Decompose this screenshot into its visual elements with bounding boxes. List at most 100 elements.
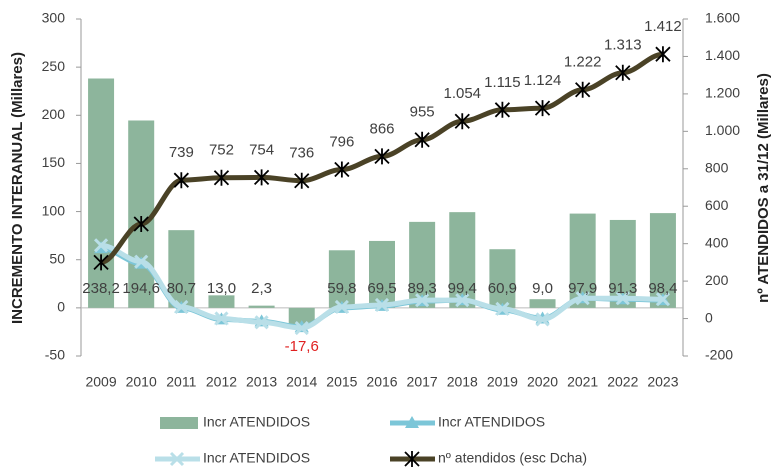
data-label: 1.222 bbox=[564, 54, 602, 71]
y2-tick-label: 1.600 bbox=[705, 10, 740, 26]
point bbox=[334, 161, 350, 178]
legend-label: Incr ATENDIDOS bbox=[203, 414, 310, 430]
data-label: 99,4 bbox=[448, 280, 477, 297]
point bbox=[253, 169, 270, 186]
legend-label: nº atendidos (esc Dcha) bbox=[438, 450, 587, 466]
data-label: 194,6 bbox=[122, 280, 160, 297]
point bbox=[655, 292, 670, 307]
y2-tick-label: 400 bbox=[705, 234, 729, 250]
point bbox=[174, 299, 189, 314]
bar bbox=[168, 230, 195, 308]
point bbox=[655, 46, 671, 63]
data-label: 1.115 bbox=[484, 74, 520, 91]
x-tick-label: 2009 bbox=[85, 374, 116, 390]
data-label: 955 bbox=[410, 104, 435, 121]
bar bbox=[128, 120, 155, 308]
y-tick-label: 0 bbox=[57, 299, 65, 315]
data-label: 91,3 bbox=[608, 280, 637, 297]
data-label: 13,0 bbox=[207, 280, 236, 297]
bar bbox=[409, 221, 436, 308]
x-tick-label: 2021 bbox=[567, 374, 598, 390]
x-tick-label: 2023 bbox=[647, 374, 678, 390]
legend-marker bbox=[405, 416, 419, 428]
x-tick-label: 2022 bbox=[607, 374, 638, 390]
point bbox=[213, 169, 230, 186]
data-label: 89,3 bbox=[408, 280, 437, 297]
point bbox=[495, 301, 510, 316]
data-label: 1.124 bbox=[524, 72, 562, 89]
y-tick-label: 100 bbox=[42, 202, 66, 218]
point bbox=[374, 297, 390, 313]
x-tick-label: 2017 bbox=[407, 374, 438, 390]
legend-swatch bbox=[160, 417, 198, 429]
point bbox=[535, 312, 550, 327]
point bbox=[294, 172, 310, 189]
data-label: 97,9 bbox=[568, 280, 597, 297]
point bbox=[133, 216, 149, 233]
x-tick-label: 2018 bbox=[447, 374, 478, 390]
y-tick-label: 200 bbox=[42, 106, 66, 122]
x-tick-label: 2012 bbox=[206, 374, 237, 390]
point bbox=[93, 254, 109, 271]
data-label: 98,4 bbox=[648, 280, 677, 297]
bar bbox=[328, 250, 355, 308]
bar bbox=[208, 295, 235, 308]
y2-tick-label: 600 bbox=[705, 197, 729, 213]
x-tick-label: 2020 bbox=[527, 374, 558, 390]
y-axis-title: INCREMENTO INTERANUAL (Millares) bbox=[9, 52, 26, 324]
point bbox=[374, 148, 390, 165]
data-label: 9,0 bbox=[532, 280, 553, 297]
bar bbox=[288, 307, 315, 325]
point bbox=[575, 291, 590, 306]
y-tick-label: 300 bbox=[42, 10, 66, 26]
legend-marker bbox=[404, 451, 420, 467]
point bbox=[575, 81, 591, 98]
x-tick-label: 2015 bbox=[326, 374, 357, 390]
data-label: 1.412 bbox=[644, 18, 682, 35]
y-tick-label: 50 bbox=[49, 250, 65, 266]
point bbox=[494, 101, 511, 118]
data-label: 796 bbox=[329, 133, 354, 150]
y2-tick-label: 800 bbox=[705, 159, 729, 175]
legend-label: Incr ATENDIDOS bbox=[438, 414, 545, 430]
data-label: 736 bbox=[289, 145, 314, 162]
bar bbox=[369, 240, 395, 308]
data-label: 69,5 bbox=[367, 280, 396, 297]
bar bbox=[529, 299, 556, 308]
bar bbox=[489, 249, 516, 308]
x-tick-label: 2014 bbox=[286, 374, 317, 390]
y2-tick-label: 0 bbox=[705, 309, 713, 325]
x-tick-label: 2013 bbox=[246, 374, 277, 390]
bar bbox=[449, 212, 476, 308]
point bbox=[414, 131, 430, 148]
legend-marker bbox=[169, 451, 185, 467]
point bbox=[173, 172, 189, 189]
data-label: 752 bbox=[209, 142, 234, 159]
x-tick-label: 2011 bbox=[166, 374, 196, 390]
x-tick-label: 2016 bbox=[366, 374, 397, 390]
point bbox=[415, 293, 430, 308]
y2-tick-label: 200 bbox=[705, 272, 729, 288]
y2-axis-title: nº ATENDIDOS a 31/12 (Millares) bbox=[755, 73, 772, 303]
data-label: 754 bbox=[249, 141, 274, 158]
data-label: 1.313 bbox=[604, 37, 642, 54]
point bbox=[455, 293, 470, 308]
point bbox=[254, 315, 269, 330]
bar bbox=[88, 78, 115, 308]
data-label: 238,2 bbox=[82, 280, 120, 297]
point bbox=[454, 113, 470, 130]
point bbox=[334, 299, 349, 314]
y2-tick-label: 1.400 bbox=[705, 47, 740, 63]
data-label: 59,8 bbox=[327, 280, 356, 297]
point bbox=[615, 64, 631, 81]
legend-label: Incr ATENDIDOS bbox=[203, 450, 310, 466]
data-label: -17,6 bbox=[285, 338, 319, 355]
point bbox=[214, 311, 229, 326]
y-tick-label: 250 bbox=[42, 58, 66, 74]
point bbox=[534, 100, 551, 117]
x-tick-label: 2010 bbox=[126, 374, 157, 390]
data-label: 80,7 bbox=[167, 280, 196, 297]
data-label: 2,3 bbox=[251, 280, 272, 297]
y-tick-label: -50 bbox=[45, 347, 65, 363]
